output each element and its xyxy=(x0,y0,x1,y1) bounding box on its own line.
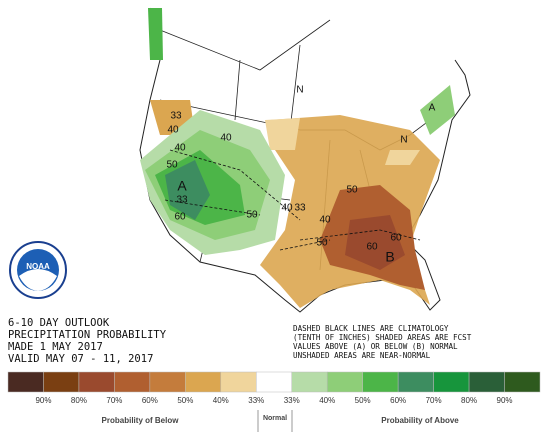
note: DASHED BLACK LINES ARE CLIMATOLOGY (TENT… xyxy=(293,324,472,360)
note-line: DASHED BLACK LINES ARE CLIMATOLOGY xyxy=(293,324,449,333)
climatology xyxy=(164,149,421,251)
map-label: 50 xyxy=(316,238,328,249)
legend-label: 60% xyxy=(390,396,406,405)
note-line: UNSHADED AREAS ARE NEAR-NORMAL xyxy=(293,351,431,360)
map-label: 40 xyxy=(167,125,179,136)
map-label: 33 xyxy=(176,195,188,206)
noaa-logo: NOAA xyxy=(9,241,67,299)
legend-swatch xyxy=(220,371,257,393)
legend-caption: Probability of Above xyxy=(381,416,459,425)
legend-label: 90% xyxy=(497,396,513,405)
header-line: VALID MAY 07 - 11, 2017 xyxy=(8,353,153,365)
map-label: 60 xyxy=(390,233,402,244)
map-label: N xyxy=(400,135,407,146)
header-line: MADE 1 MAY 2017 xyxy=(8,341,103,353)
legend-caption: Normal xyxy=(263,415,287,422)
legend-swatch xyxy=(149,371,186,393)
legend-swatch xyxy=(291,371,328,393)
map-label: 40 xyxy=(174,143,186,154)
legend-swatch xyxy=(78,371,115,393)
legend-label: 70% xyxy=(106,396,122,405)
legend-label: 90% xyxy=(35,396,51,405)
map-label: 50 xyxy=(166,160,178,171)
legend-swatch xyxy=(468,371,505,393)
map-label: 50 xyxy=(246,210,258,221)
map xyxy=(139,7,471,313)
map-label: 40 xyxy=(319,215,331,226)
below-area-stronger xyxy=(345,215,405,270)
legend-swatch xyxy=(362,371,399,393)
legend-label: 70% xyxy=(426,396,442,405)
note-line: VALUES ABOVE (A) OR BELOW (B) NORMAL xyxy=(293,342,458,351)
legend-label: 80% xyxy=(71,396,87,405)
map-label: 40 xyxy=(281,203,293,214)
map-label: 60 xyxy=(174,212,186,223)
map-label: 50 xyxy=(346,185,358,196)
legend-label: 50% xyxy=(177,396,193,405)
above-area-coast xyxy=(148,8,163,60)
above-area-stronger xyxy=(165,160,210,220)
below-area-light xyxy=(265,118,420,165)
legend-swatch xyxy=(504,371,541,393)
note-line: (TENTH OF INCHES) SHADED AREAS ARE FCST xyxy=(293,333,472,342)
map-labels: A B A 40 50 60 50 40 33 50 60 60 40 33 4… xyxy=(166,85,435,265)
legend-swatch xyxy=(7,371,44,393)
legend-caption: Probability of Below xyxy=(102,416,180,425)
legend-swatch xyxy=(114,371,151,393)
legend-label: 40% xyxy=(319,396,335,405)
legend-label: 50% xyxy=(355,396,371,405)
legend-label: 33% xyxy=(284,396,300,405)
map-label: 60 xyxy=(366,242,378,253)
above-area-ne xyxy=(420,85,455,135)
map-label: N xyxy=(296,85,303,96)
legend-label: 33% xyxy=(248,396,264,405)
legend-swatch xyxy=(433,371,470,393)
map-label: 33 xyxy=(170,111,182,122)
legend-swatch xyxy=(256,371,292,393)
map-label: 33 xyxy=(294,203,306,214)
header-line: PRECIPITATION PROBABILITY xyxy=(8,329,167,341)
map-label: 40 xyxy=(220,133,232,144)
legend-label: 40% xyxy=(213,396,229,405)
map-label: B xyxy=(385,249,394,265)
header-line: 6-10 DAY OUTLOOK xyxy=(8,317,110,329)
legend-swatch xyxy=(326,371,363,393)
legend-label: 80% xyxy=(461,396,477,405)
legend: Probability of Below Normal Probability … xyxy=(7,371,541,432)
map-label: A xyxy=(429,103,436,114)
legend-swatch xyxy=(185,371,222,393)
legend-swatch xyxy=(397,371,434,393)
legend-swatch xyxy=(43,371,80,393)
map-label: A xyxy=(177,178,187,194)
logo-text: NOAA xyxy=(26,262,50,271)
header: 6-10 DAY OUTLOOK PRECIPITATION PROBABILI… xyxy=(8,317,167,365)
legend-label: 60% xyxy=(142,396,158,405)
